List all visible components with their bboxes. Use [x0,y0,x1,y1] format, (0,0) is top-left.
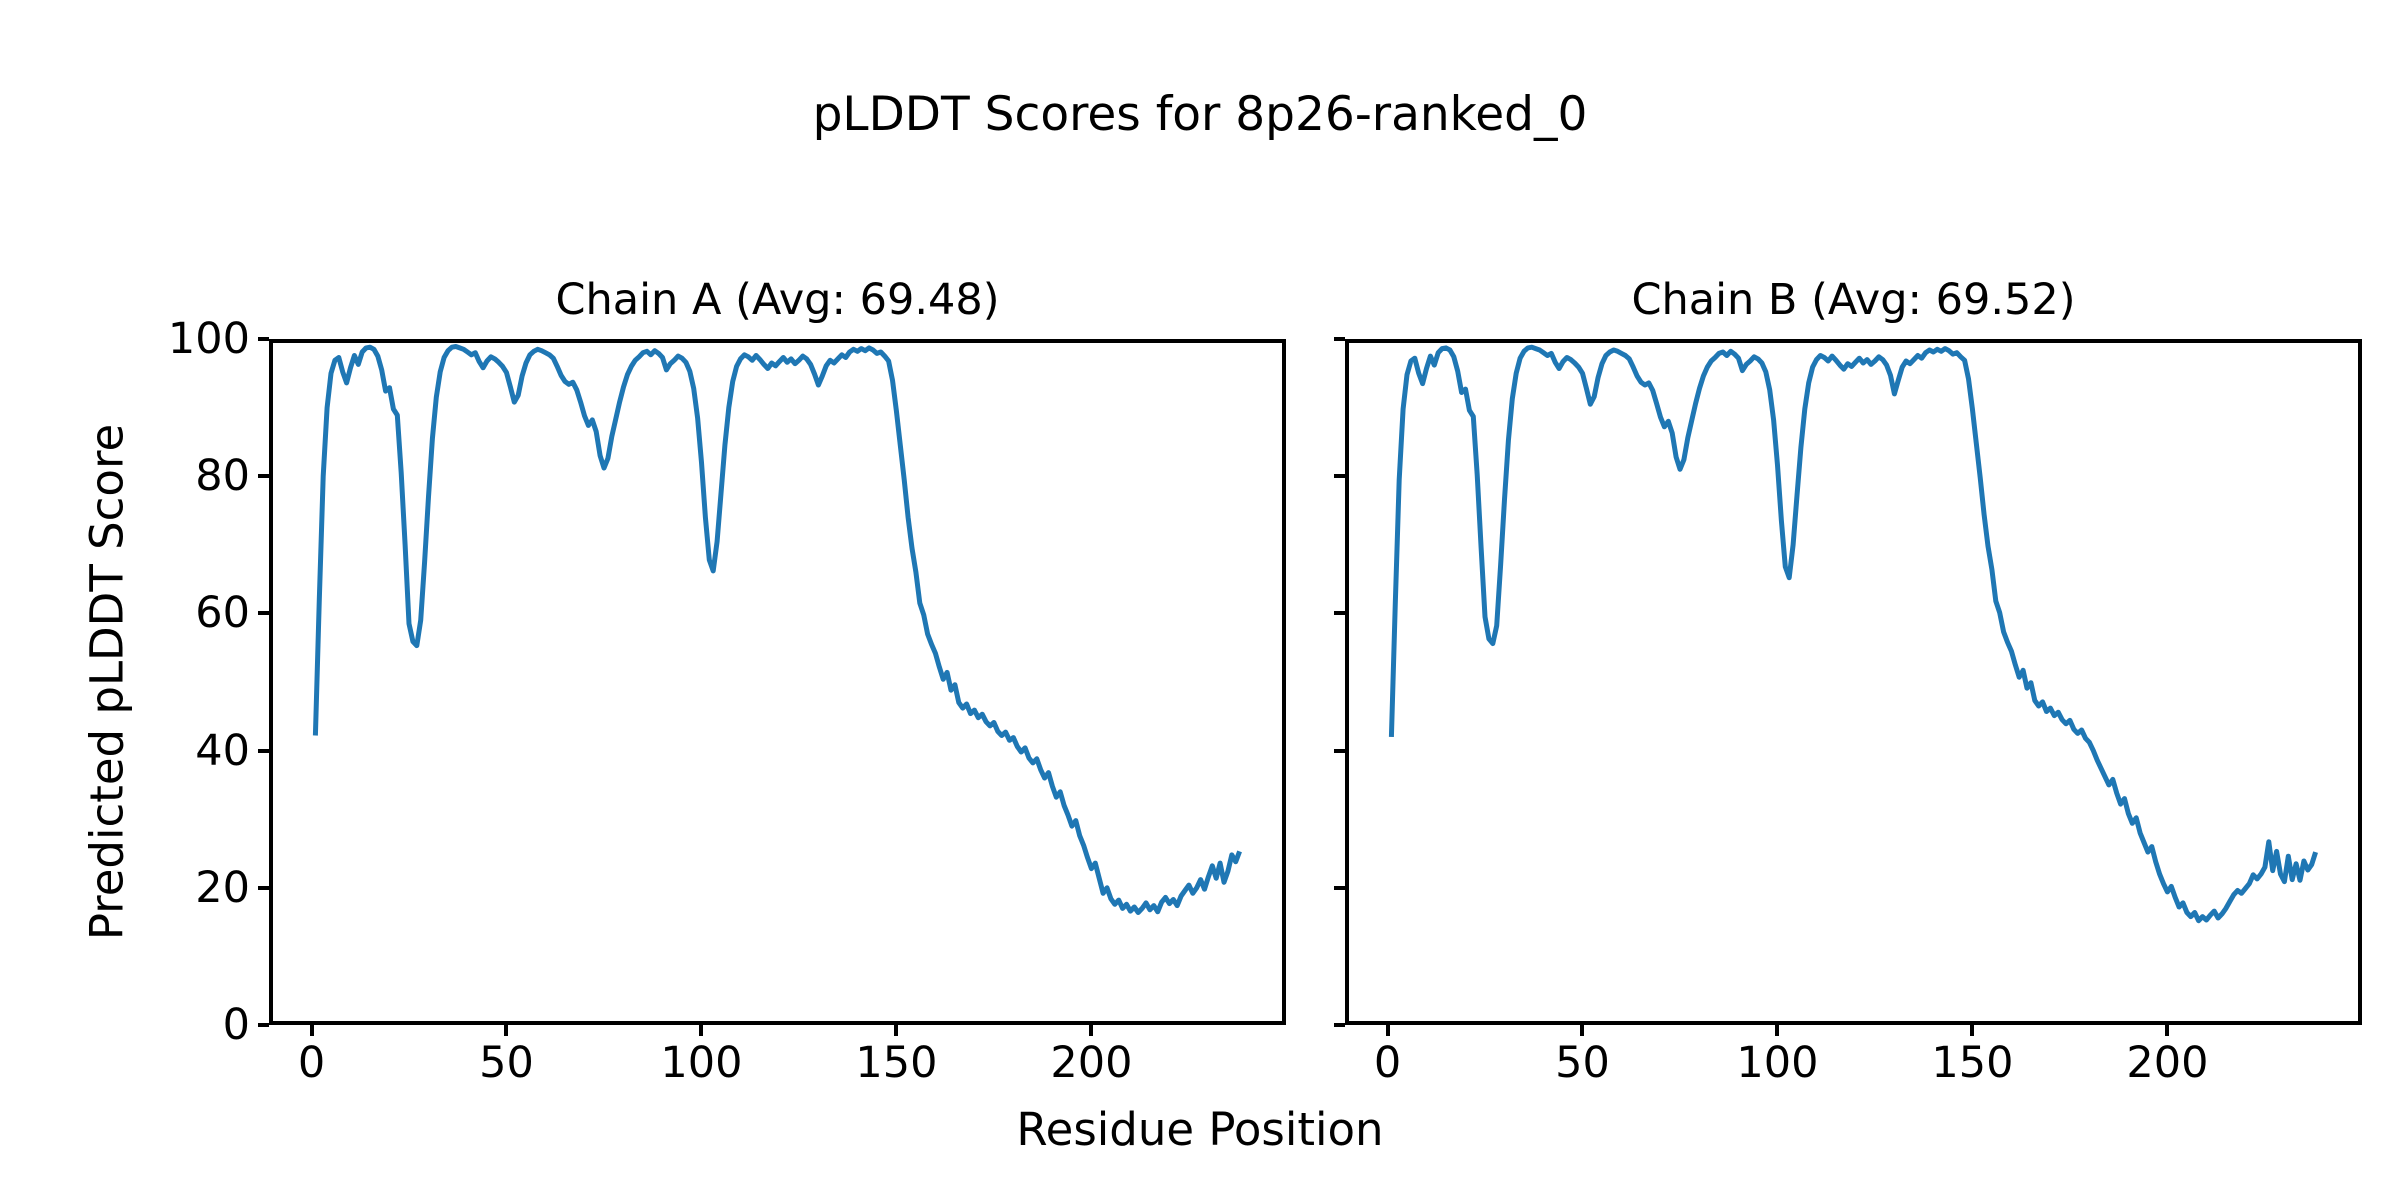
y-tick-mark [258,1023,269,1027]
y-tick-mark [1334,611,1345,616]
figure-title: pLDDT Scores for 8p26-ranked_0 [812,87,1588,142]
x-tick-mark [504,1025,509,1036]
y-tick-mark [258,611,269,616]
x-tick-mark [1385,1025,1390,1036]
y-tick-mark [1334,337,1345,341]
plddt-line-chain-a [312,344,1242,915]
plddt-line-chain-b [1388,344,2318,924]
x-tick-label: 100 [660,1038,743,1088]
x-axis-label: Residue Position [1016,1103,1384,1156]
x-tick-mark [309,1025,314,1036]
x-tick-label: 200 [2126,1038,2209,1088]
y-tick-label: 40 [195,725,250,776]
x-tick-mark [1970,1025,1975,1036]
x-tick-label: 150 [1931,1038,2014,1088]
y-tick-mark [1334,1023,1345,1027]
y-tick-mark [1334,885,1345,890]
y-tick-label: 60 [195,588,250,639]
x-tick-mark [1580,1025,1585,1036]
plot-area-chain-b [1345,339,2362,1025]
y-tick-label: 20 [195,862,250,913]
x-tick-mark [1089,1025,1094,1036]
x-tick-label: 150 [855,1038,938,1088]
subplot-title-chain-b: Chain B (Avg: 69.52) [1631,275,2076,325]
y-tick-mark [1334,748,1345,753]
y-axis-label: Predicted pLDDT Score [80,423,134,941]
x-tick-label: 100 [1736,1038,1819,1088]
plot-area-chain-a [269,339,1286,1025]
x-tick-label: 0 [1373,1038,1402,1088]
x-tick-mark [894,1025,899,1036]
x-tick-label: 50 [479,1038,534,1088]
y-tick-mark [258,885,269,890]
x-tick-mark [699,1025,704,1036]
y-tick-label: 80 [195,451,250,502]
x-tick-label: 0 [297,1038,326,1088]
x-tick-label: 200 [1050,1038,1133,1088]
x-tick-label: 50 [1555,1038,1610,1088]
subplot-title-chain-a: Chain A (Avg: 69.48) [555,275,1000,325]
y-tick-label: 100 [167,314,250,364]
y-tick-mark [258,474,269,479]
y-tick-mark [258,337,269,341]
y-tick-mark [258,748,269,753]
x-tick-mark [1775,1025,1780,1036]
x-tick-mark [2165,1025,2170,1036]
y-tick-label: 0 [222,1000,250,1050]
y-tick-mark [1334,474,1345,479]
